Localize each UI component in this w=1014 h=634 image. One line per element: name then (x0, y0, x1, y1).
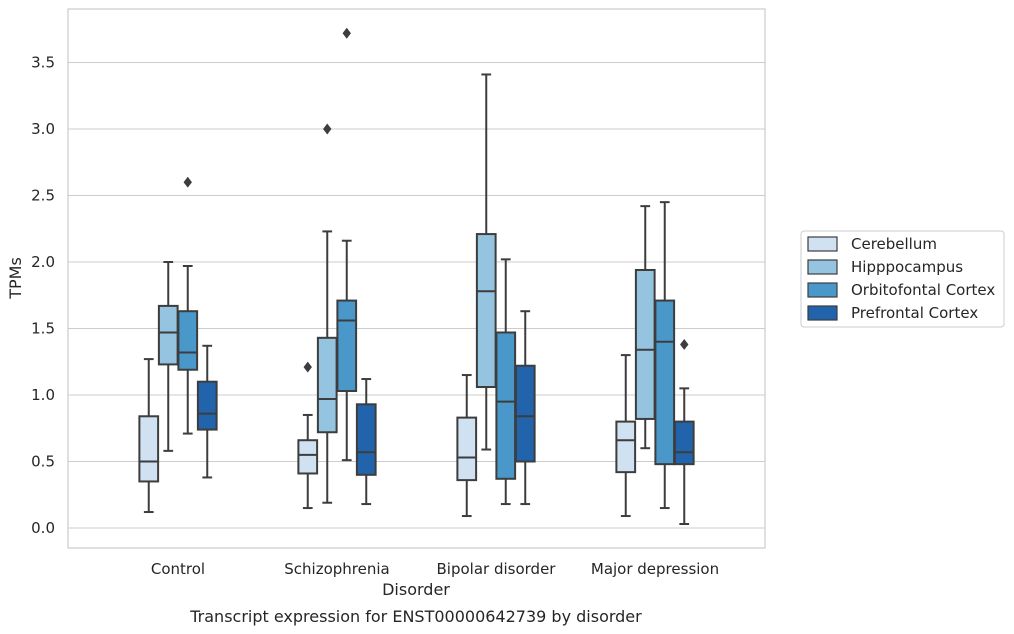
box-iqr (297, 439, 319, 475)
box-group (336, 27, 358, 462)
legend-label: Cerebellum (851, 235, 937, 253)
box-iqr (316, 336, 338, 434)
x-tick-label: Bipolar disorder (437, 560, 557, 578)
box-iqr (177, 310, 199, 371)
y-tick-label: 3.5 (31, 54, 55, 72)
box-group (177, 176, 199, 435)
box-group (138, 358, 160, 514)
y-axis-ticks: 0.0 0.5 1.0 1.5 2.0 2.5 3.0 3.5 (31, 54, 55, 538)
boxes (138, 27, 695, 526)
box-iqr (634, 268, 656, 420)
legend-item: Orbitofontal Cortex (807, 281, 995, 299)
y-tick-label: 0.5 (31, 453, 55, 471)
legend-label: Orbitofontal Cortex (851, 281, 995, 299)
outlier-point (303, 361, 312, 373)
outlier-point (680, 339, 689, 350)
legend-swatch (807, 305, 838, 321)
legend-label: Hipppocampus (851, 258, 963, 276)
box-iqr (196, 380, 218, 431)
y-tick-label: 3.0 (31, 120, 55, 138)
y-tick-label: 2.5 (31, 187, 55, 205)
y-tick-label: 1.0 (31, 386, 55, 404)
box-group (456, 374, 478, 518)
x-tick-label: Major depression (591, 560, 719, 578)
box-group (196, 344, 218, 479)
y-tick-label: 2.0 (31, 253, 55, 271)
x-axis-label: Disorder (382, 580, 450, 599)
legend-item: Prefrontal Cortex (807, 304, 978, 322)
box-iqr (654, 299, 676, 466)
box-iqr (157, 304, 179, 366)
outlier-point (323, 123, 332, 135)
y-tick-label: 1.5 (31, 320, 55, 338)
outlier-point (183, 176, 192, 188)
legend-label: Prefrontal Cortex (851, 304, 978, 322)
box-group (634, 205, 656, 450)
box-group (355, 378, 377, 506)
box-iqr (138, 415, 160, 483)
box-group (475, 73, 497, 451)
box-iqr (456, 416, 478, 482)
legend: Cerebellum Hipppocampus Orbitofontal Corte… (800, 230, 1005, 328)
box-group (615, 354, 637, 518)
outlier-point (342, 27, 351, 39)
plot-area-frame (67, 8, 766, 549)
legend-swatch (807, 259, 838, 275)
legend-swatch (807, 282, 838, 298)
x-axis-ticks: Control Schizophrenia Bipolar disorder Majo… (151, 560, 719, 578)
y-tick-label: 0.0 (31, 519, 55, 537)
y-axis-label: TPMs (6, 257, 25, 300)
box-iqr (514, 364, 536, 463)
box-iqr (495, 331, 517, 480)
x-tick-label: Schizophrenia (284, 560, 389, 578)
box-group (673, 339, 695, 526)
x-tick-label: Control (151, 560, 205, 578)
box-group (297, 361, 319, 510)
box-iqr (355, 403, 377, 476)
box-iqr (615, 420, 637, 474)
chart-caption: Transcript expression for ENST0000064273… (189, 607, 642, 626)
legend-frame (800, 230, 1005, 328)
box-iqr (673, 420, 695, 466)
box-group (157, 261, 179, 452)
legend-item: Hipppocampus (807, 258, 963, 276)
box-iqr (336, 299, 358, 393)
box-group (514, 310, 536, 506)
legend-swatch (807, 236, 838, 252)
box-group (654, 201, 676, 510)
box-iqr (475, 233, 497, 389)
box-group (316, 123, 338, 504)
box-group (495, 258, 517, 506)
legend-item: Cerebellum (807, 235, 937, 253)
